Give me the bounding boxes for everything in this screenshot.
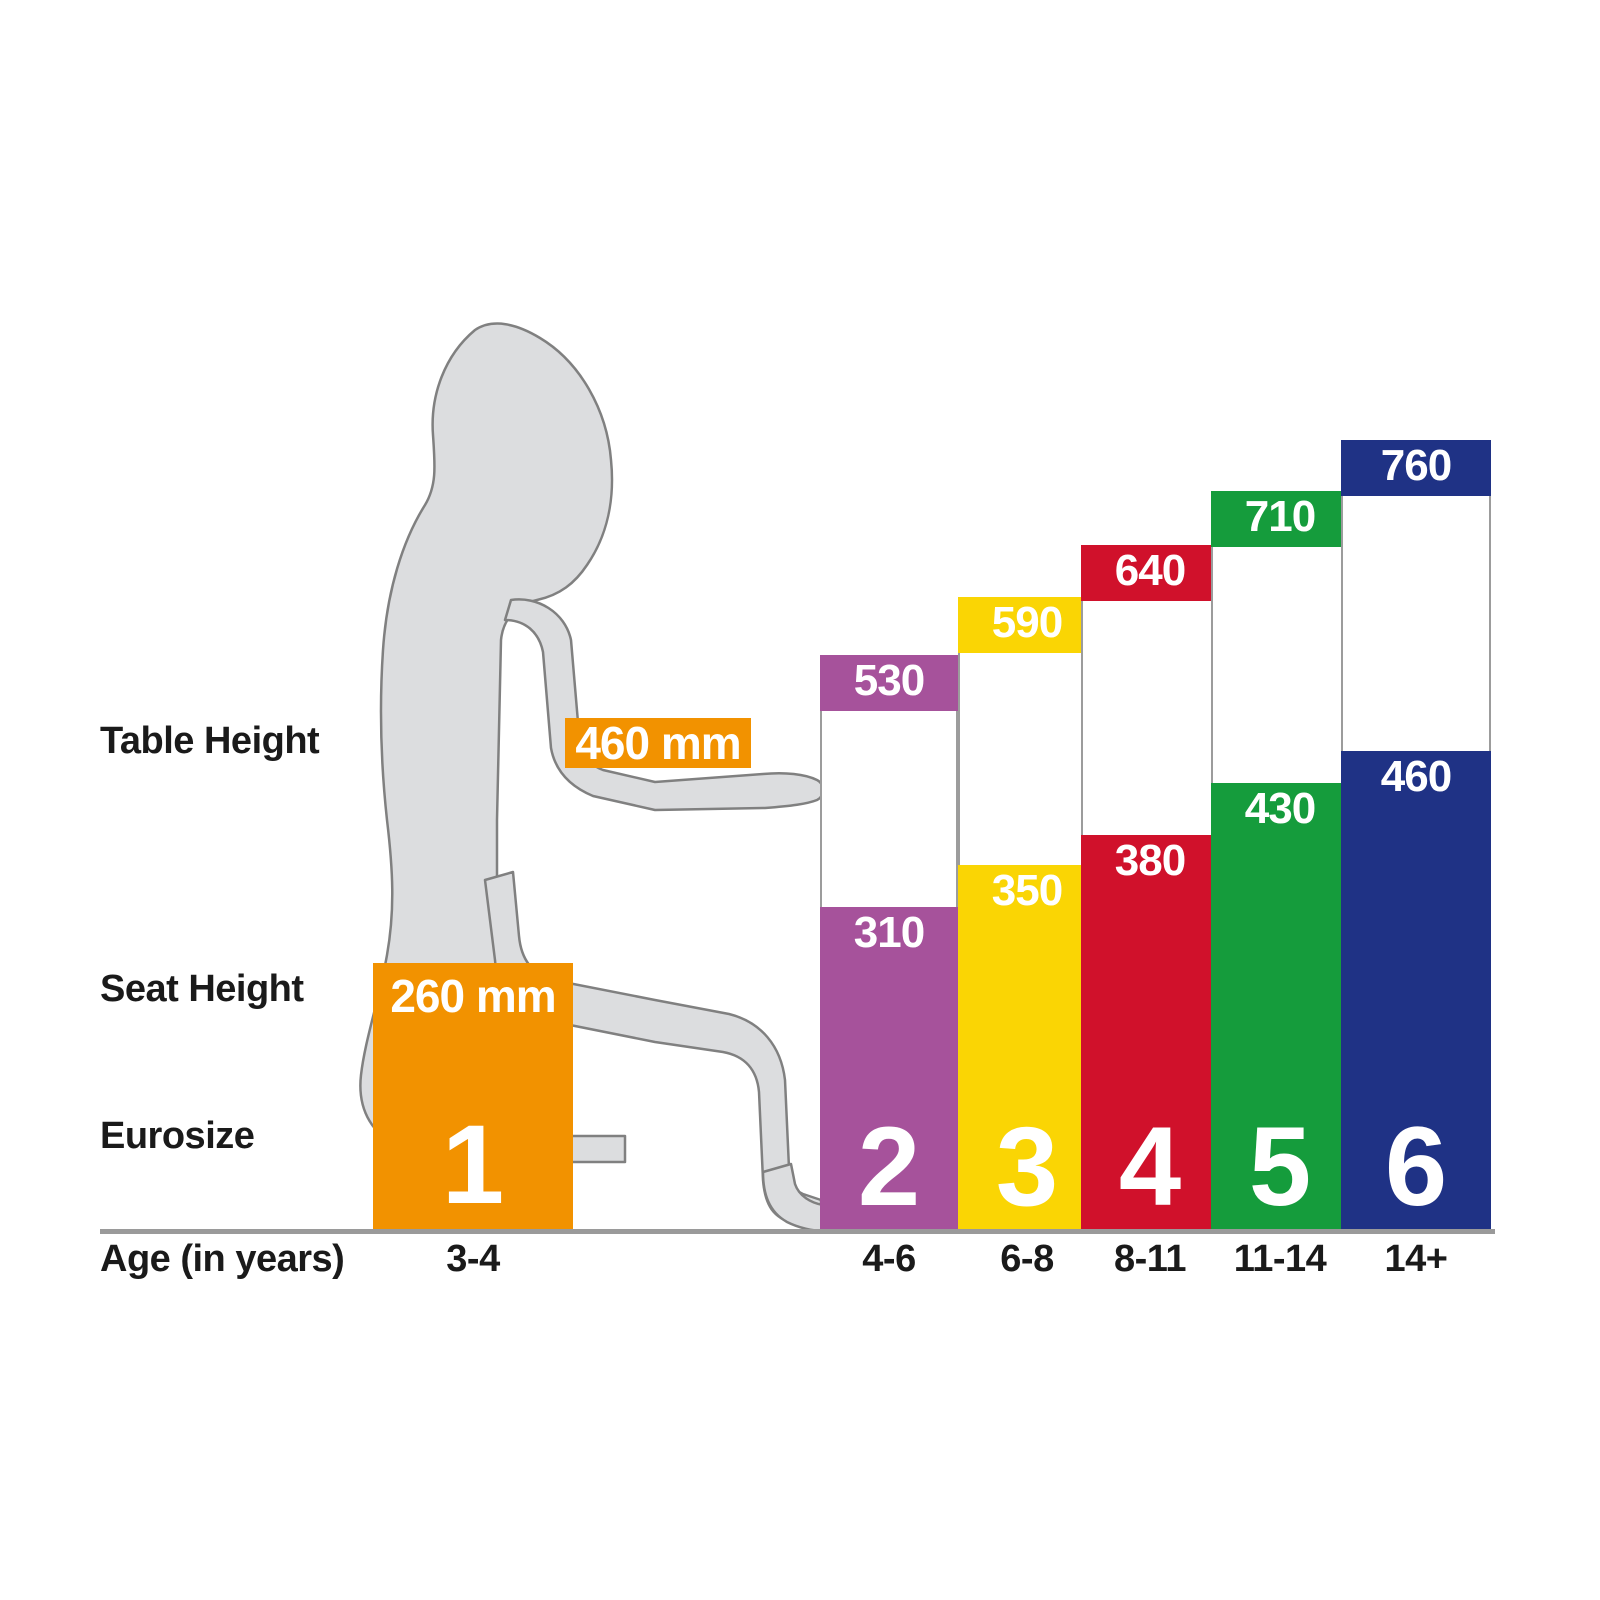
table-height-band-4: 640 — [1081, 545, 1219, 601]
axis-baseline — [100, 1229, 1495, 1234]
eurosize-number-4: 4 — [1118, 1104, 1182, 1229]
table-height-band-5: 710 — [1211, 491, 1349, 547]
seat-height-value-size-1: 260 mm — [390, 970, 556, 1022]
seat-height-value-6: 460 — [1380, 752, 1452, 801]
seat-height-band-6: 460 6 — [1341, 751, 1491, 1229]
table-height-badge-size-1: 460 mm — [565, 718, 751, 768]
age-tick-2: 4-6 — [862, 1238, 916, 1280]
bar-eurosize-4[interactable]: 640 380 4 — [1081, 545, 1219, 1229]
table-height-value-3: 590 — [991, 598, 1063, 647]
seat-height-value-2: 310 — [853, 908, 925, 957]
eurosize-number-1: 1 — [441, 1102, 505, 1227]
seat-height-value-3: 350 — [991, 866, 1063, 915]
bar-eurosize-5[interactable]: 710 430 5 — [1211, 491, 1349, 1229]
age-tick-3: 6-8 — [1000, 1238, 1054, 1280]
table-height-band-3: 590 — [958, 597, 1096, 653]
age-tick-1: 3-4 — [446, 1238, 500, 1280]
age-tick-4: 8-11 — [1114, 1238, 1186, 1280]
seat-height-band-5: 430 5 — [1211, 783, 1349, 1229]
table-height-value-4: 640 — [1114, 546, 1186, 595]
table-height-band-2: 530 — [820, 655, 958, 711]
age-tick-6: 14+ — [1384, 1238, 1448, 1280]
seat-height-value-4: 380 — [1114, 836, 1186, 885]
eurosize-number-2: 2 — [857, 1104, 921, 1229]
eurosize-number-6: 6 — [1384, 1104, 1448, 1229]
seat-height-band-3: 350 3 — [958, 865, 1096, 1229]
age-tick-5: 11-14 — [1233, 1238, 1327, 1280]
eurosize-number-5: 5 — [1248, 1104, 1312, 1229]
bar-eurosize-6[interactable]: 760 460 6 — [1341, 440, 1491, 1229]
seat-height-value-5: 430 — [1244, 784, 1316, 833]
label-table-height: Table Height — [100, 720, 320, 762]
seat-height-band-4: 380 4 — [1081, 835, 1219, 1229]
eurosize-number-3: 3 — [995, 1104, 1059, 1229]
table-height-value-5: 710 — [1244, 492, 1316, 541]
bar-eurosize-3[interactable]: 590 350 3 — [958, 597, 1096, 1229]
label-eurosize: Eurosize — [100, 1115, 255, 1157]
table-height-value-2: 530 — [853, 656, 925, 705]
table-height-value-6: 760 — [1380, 441, 1452, 490]
table-height-band-6: 760 — [1341, 440, 1491, 496]
label-age: Age (in years) — [100, 1238, 345, 1280]
seat-height-band-2: 310 2 — [820, 907, 958, 1229]
bar-eurosize-2[interactable]: 530 310 2 — [820, 655, 958, 1229]
bar-eurosize-1[interactable]: 260 mm 1 — [373, 963, 573, 1229]
label-seat-height: Seat Height — [100, 968, 304, 1010]
